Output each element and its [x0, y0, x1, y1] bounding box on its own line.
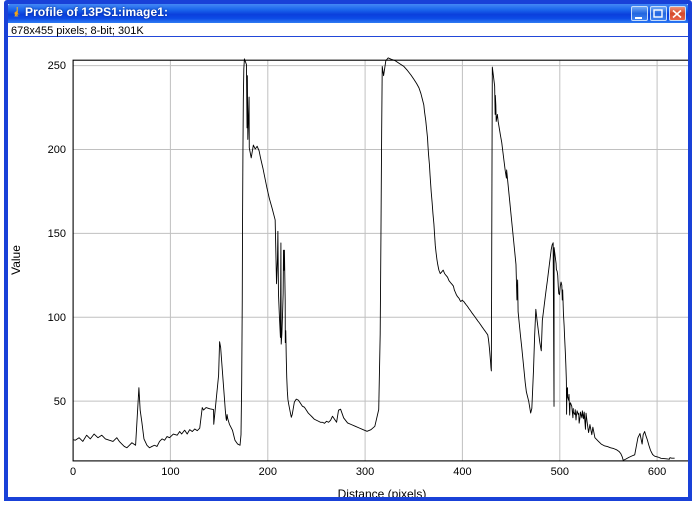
svg-text:0: 0: [70, 466, 76, 478]
svg-text:500: 500: [551, 466, 569, 478]
svg-text:50: 50: [54, 396, 66, 408]
svg-text:Distance (pixels): Distance (pixels): [338, 487, 427, 501]
svg-text:200: 200: [48, 144, 66, 156]
svg-text:100: 100: [48, 312, 66, 324]
svg-text:150: 150: [48, 228, 66, 240]
svg-text:600: 600: [648, 466, 666, 478]
svg-text:300: 300: [356, 466, 374, 478]
svg-text:400: 400: [453, 466, 471, 478]
svg-text:250: 250: [48, 60, 66, 72]
svg-text:100: 100: [161, 466, 179, 478]
svg-text:Value: Value: [9, 245, 23, 275]
svg-text:200: 200: [259, 466, 277, 478]
